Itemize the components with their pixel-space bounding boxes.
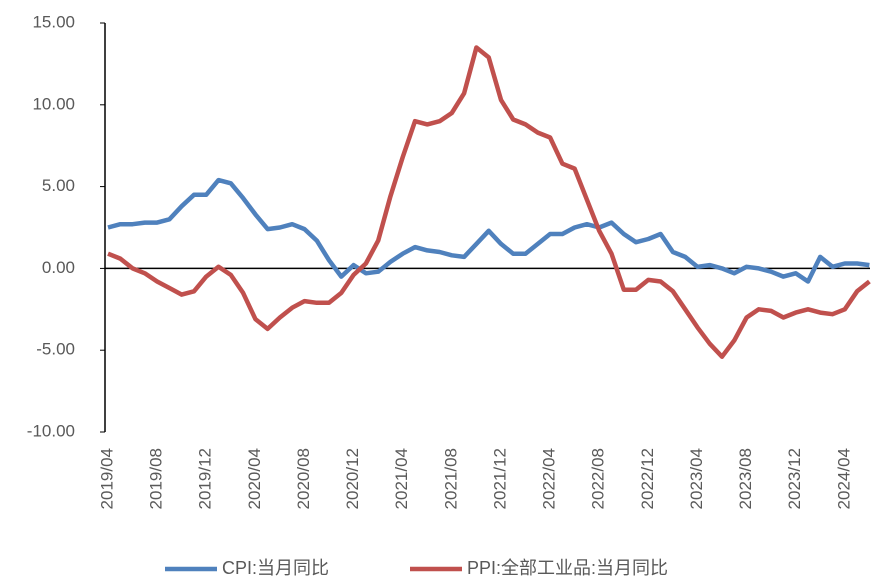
series-line: [107, 45, 871, 359]
x-tick-label: 2024/04: [834, 448, 853, 509]
x-tick-label: 2021/04: [392, 448, 411, 509]
x-tick-label: 2021/12: [490, 448, 509, 509]
legend-label: PPI:全部工业品:当月同比: [467, 558, 668, 578]
x-tick-label: 2022/12: [638, 448, 657, 509]
series-line: [107, 177, 870, 284]
x-tick-label: 2020/04: [245, 448, 264, 509]
y-tick-label: 0.00: [42, 258, 75, 277]
x-tick-label: 2023/04: [687, 448, 706, 509]
x-tick-label: 2022/08: [589, 448, 608, 509]
y-tick-label: -10.00: [27, 421, 75, 440]
x-tick-label: 2020/08: [294, 448, 313, 509]
legend-label: CPI:当月同比: [222, 558, 329, 578]
x-tick-label: 2019/12: [196, 448, 215, 509]
x-tick-label: 2020/12: [343, 448, 362, 509]
x-tick-label: 2021/08: [441, 448, 460, 509]
y-tick-label: 10.00: [32, 94, 75, 113]
x-tick-label: 2019/08: [147, 448, 166, 509]
x-tick-label: 2023/12: [785, 448, 804, 509]
x-tick-label: 2023/08: [736, 448, 755, 509]
y-tick-label: 15.00: [32, 12, 75, 31]
y-tick-label: -5.00: [36, 340, 75, 359]
x-tick-label: 2019/04: [97, 448, 116, 509]
y-tick-label: 5.00: [42, 176, 75, 195]
x-tick-label: 2022/04: [540, 448, 559, 509]
